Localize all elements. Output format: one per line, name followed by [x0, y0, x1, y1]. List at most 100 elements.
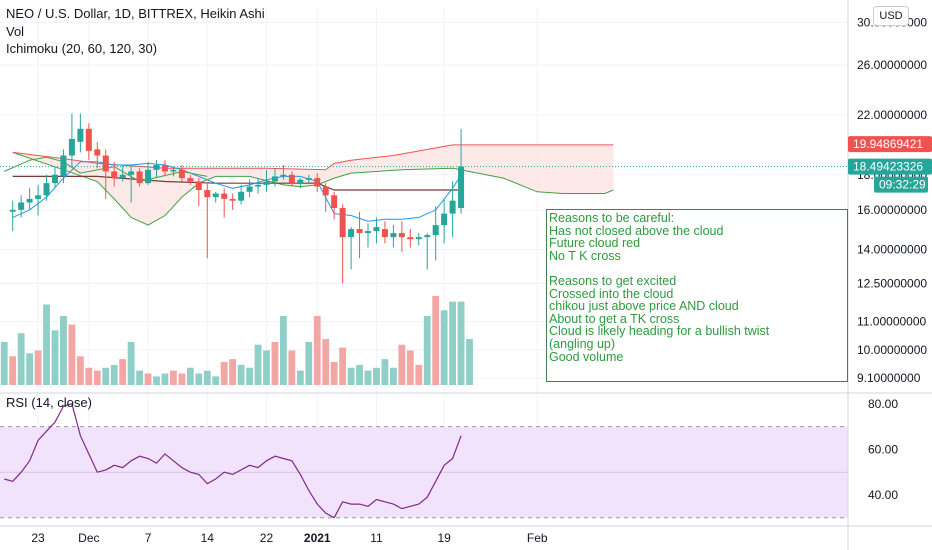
volume-bar	[356, 364, 363, 385]
volume-bar	[34, 350, 42, 385]
volume-bar	[364, 370, 372, 385]
candle-body	[458, 166, 465, 208]
candle-body	[187, 178, 194, 182]
volume-bar	[373, 367, 380, 385]
annotation-line: No T K cross	[549, 248, 621, 263]
volume-bar	[153, 376, 160, 385]
candle-body	[424, 235, 431, 238]
price-tick-label: 14.00000000	[857, 243, 927, 257]
volume-bar	[271, 341, 279, 385]
candle-body	[43, 183, 50, 196]
volume-bar	[186, 367, 194, 385]
candle-body	[178, 169, 185, 179]
price-tag-label: 19.94869421	[853, 137, 923, 151]
volume-bar	[136, 370, 143, 385]
volume-legend[interactable]: Vol	[6, 24, 25, 39]
annotation-line: Reasons to get excited	[549, 273, 677, 288]
time-tick-label: 23	[31, 531, 45, 545]
volume-bar	[381, 359, 389, 385]
volume-bar	[229, 359, 237, 385]
price-axis: 30.0000000026.0000000022.0000000018.0000…	[857, 16, 927, 385]
candle-body	[381, 229, 388, 238]
candle-body	[271, 176, 278, 182]
annotation-line: Crossed into the cloud	[549, 286, 674, 301]
candle-body	[119, 174, 126, 179]
volume-bar	[102, 367, 110, 385]
volume-bar	[330, 362, 338, 385]
volume-bar	[406, 350, 414, 385]
price-tags: 19.94869421 18.49423326 09:32:29	[848, 136, 932, 193]
volume-bar	[254, 344, 262, 385]
annotation-line: Has not closed above the cloud	[549, 223, 724, 238]
volume-bar	[246, 367, 253, 385]
candle-body	[390, 233, 397, 238]
rsi-axis: 80.00 60.00 40.00	[868, 397, 898, 502]
time-tick-label: 7	[145, 531, 152, 545]
volume-bar	[305, 341, 313, 385]
price-tick-label: 26.00000000	[857, 58, 927, 72]
volume-bar	[127, 341, 135, 385]
volume-bar	[389, 367, 397, 385]
candle-body	[432, 225, 439, 236]
price-tag-label: 09:32:29	[879, 178, 926, 192]
volume-bar	[51, 330, 59, 385]
volume-bar	[440, 310, 448, 385]
rsi-tick-label: 40.00	[868, 488, 898, 502]
candle-body	[128, 171, 135, 175]
candle-body	[85, 128, 92, 151]
candle-body	[373, 227, 380, 232]
volume-bar	[85, 367, 93, 385]
volume-bar	[203, 370, 211, 385]
candle-body	[94, 149, 101, 156]
candle-body	[263, 181, 270, 185]
candle-body	[102, 155, 109, 172]
volume-bar	[93, 370, 101, 385]
annotation-line: Cloud is likely heading for a bullish tw…	[549, 324, 770, 339]
volume-bar	[220, 362, 228, 385]
senkou-span-a	[12, 151, 614, 226]
rsi-legend[interactable]: RSI (14, close)	[6, 395, 92, 410]
price-tick-label: 11.00000000	[857, 315, 927, 329]
candle-body	[339, 207, 346, 238]
candle-body	[161, 164, 168, 172]
candles	[9, 113, 465, 284]
volume-bar	[43, 304, 50, 385]
volume-bar	[60, 316, 67, 385]
time-tick-label: 11	[370, 531, 383, 545]
time-axis: 23 Dec 7 14 22 2021 11 19 Feb	[31, 531, 547, 545]
price-tick-label: 16.00000000	[857, 203, 927, 217]
price-tag	[874, 176, 928, 193]
volume-bar	[161, 373, 169, 385]
candle-body	[77, 128, 84, 142]
symbol-legend[interactable]: NEO / U.S. Dollar, 1D, BITTREX, Heikin A…	[6, 6, 265, 21]
volume-bar	[339, 347, 347, 385]
price-tag	[848, 136, 932, 153]
time-tick-label: 2021	[304, 531, 331, 545]
volume-bar	[432, 295, 440, 385]
volume-bar	[313, 316, 321, 385]
volume-bar	[263, 350, 270, 385]
volume-bar	[9, 356, 17, 385]
ichimoku-legend[interactable]: Ichimoku (20, 60, 120, 30)	[6, 41, 158, 56]
rsi-panel	[0, 403, 848, 519]
price-tick-label: 9.10000000	[857, 371, 921, 385]
currency-button[interactable]: USD	[873, 6, 909, 26]
annotation-textbox[interactable]: Reasons to be careful: Has not closed abo…	[546, 209, 848, 382]
candle-body	[26, 198, 33, 203]
candle-body	[111, 171, 118, 179]
volume-bar	[280, 316, 287, 385]
candle-body	[229, 198, 236, 201]
price-tick-label: 10.00000000	[857, 343, 927, 357]
rsi-tick-label: 80.00	[868, 397, 898, 411]
candle-body	[51, 174, 58, 184]
volume-bar	[212, 376, 220, 385]
candle-body	[246, 186, 253, 192]
volume-bar	[466, 339, 473, 385]
candle-body	[288, 174, 295, 184]
candle-body	[348, 229, 355, 238]
candle-body	[221, 193, 228, 199]
volume-bar	[288, 350, 296, 385]
volume-bar	[17, 333, 25, 385]
ichimoku-lines	[0, 144, 848, 226]
